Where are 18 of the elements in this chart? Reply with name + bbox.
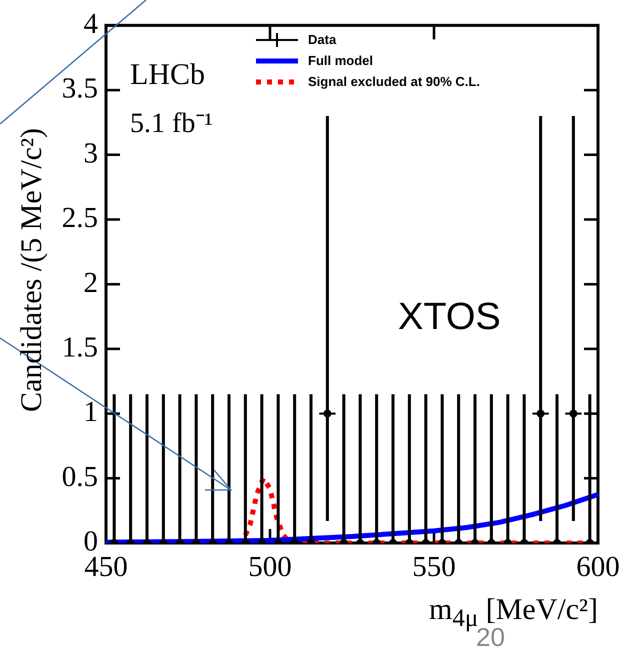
- annotation: LHCb: [130, 58, 205, 91]
- y-tick-label: 3.5: [62, 72, 98, 105]
- y-tick-label: 1.5: [62, 332, 98, 364]
- x-tick-label: 500: [248, 551, 292, 584]
- y-tick-label: 3: [84, 137, 98, 170]
- annotation: XTOS: [398, 296, 501, 338]
- y-tick-label: 2.5: [62, 202, 98, 234]
- y-tick-label: 4: [84, 8, 98, 40]
- x-tick-label: 550: [412, 551, 456, 584]
- y-tick-label: 1: [84, 396, 98, 428]
- legend-label: Signal excluded at 90% C.L.: [308, 74, 480, 89]
- legend-label: Data: [308, 32, 336, 47]
- y-tick-label: 0.5: [62, 460, 98, 493]
- annotation: 5.1 fb⁻¹: [130, 108, 213, 139]
- y-tick-label: 2: [84, 266, 98, 299]
- x-tick-label: 600: [576, 551, 620, 584]
- y-axis-title: Candidates /(5 MeV/c²): [15, 128, 48, 412]
- legend-label: Full model: [308, 53, 373, 68]
